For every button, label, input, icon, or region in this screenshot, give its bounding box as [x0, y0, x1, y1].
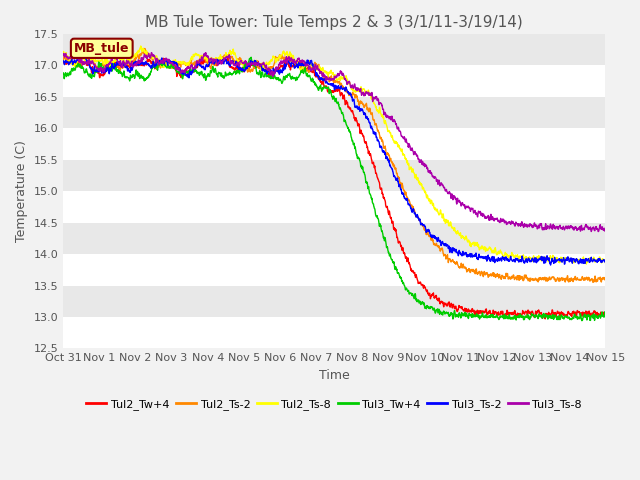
Bar: [63, 65, 605, 97]
Bar: [63, 128, 605, 160]
Text: MB_tule: MB_tule: [74, 42, 129, 55]
Bar: [63, 160, 605, 191]
Bar: [63, 223, 605, 254]
Y-axis label: Temperature (C): Temperature (C): [15, 140, 28, 242]
X-axis label: Time: Time: [319, 369, 349, 382]
Bar: [63, 254, 605, 286]
Bar: [63, 286, 605, 317]
Legend: Tul2_Tw+4, Tul2_Ts-2, Tul2_Ts-8, Tul3_Tw+4, Tul3_Ts-2, Tul3_Ts-8: Tul2_Tw+4, Tul2_Ts-2, Tul2_Ts-8, Tul3_Tw…: [82, 395, 586, 415]
Title: MB Tule Tower: Tule Temps 2 & 3 (3/1/11-3/19/14): MB Tule Tower: Tule Temps 2 & 3 (3/1/11-…: [145, 15, 523, 30]
Bar: [63, 317, 605, 348]
Bar: [63, 97, 605, 128]
Bar: [63, 191, 605, 223]
Bar: [63, 34, 605, 65]
